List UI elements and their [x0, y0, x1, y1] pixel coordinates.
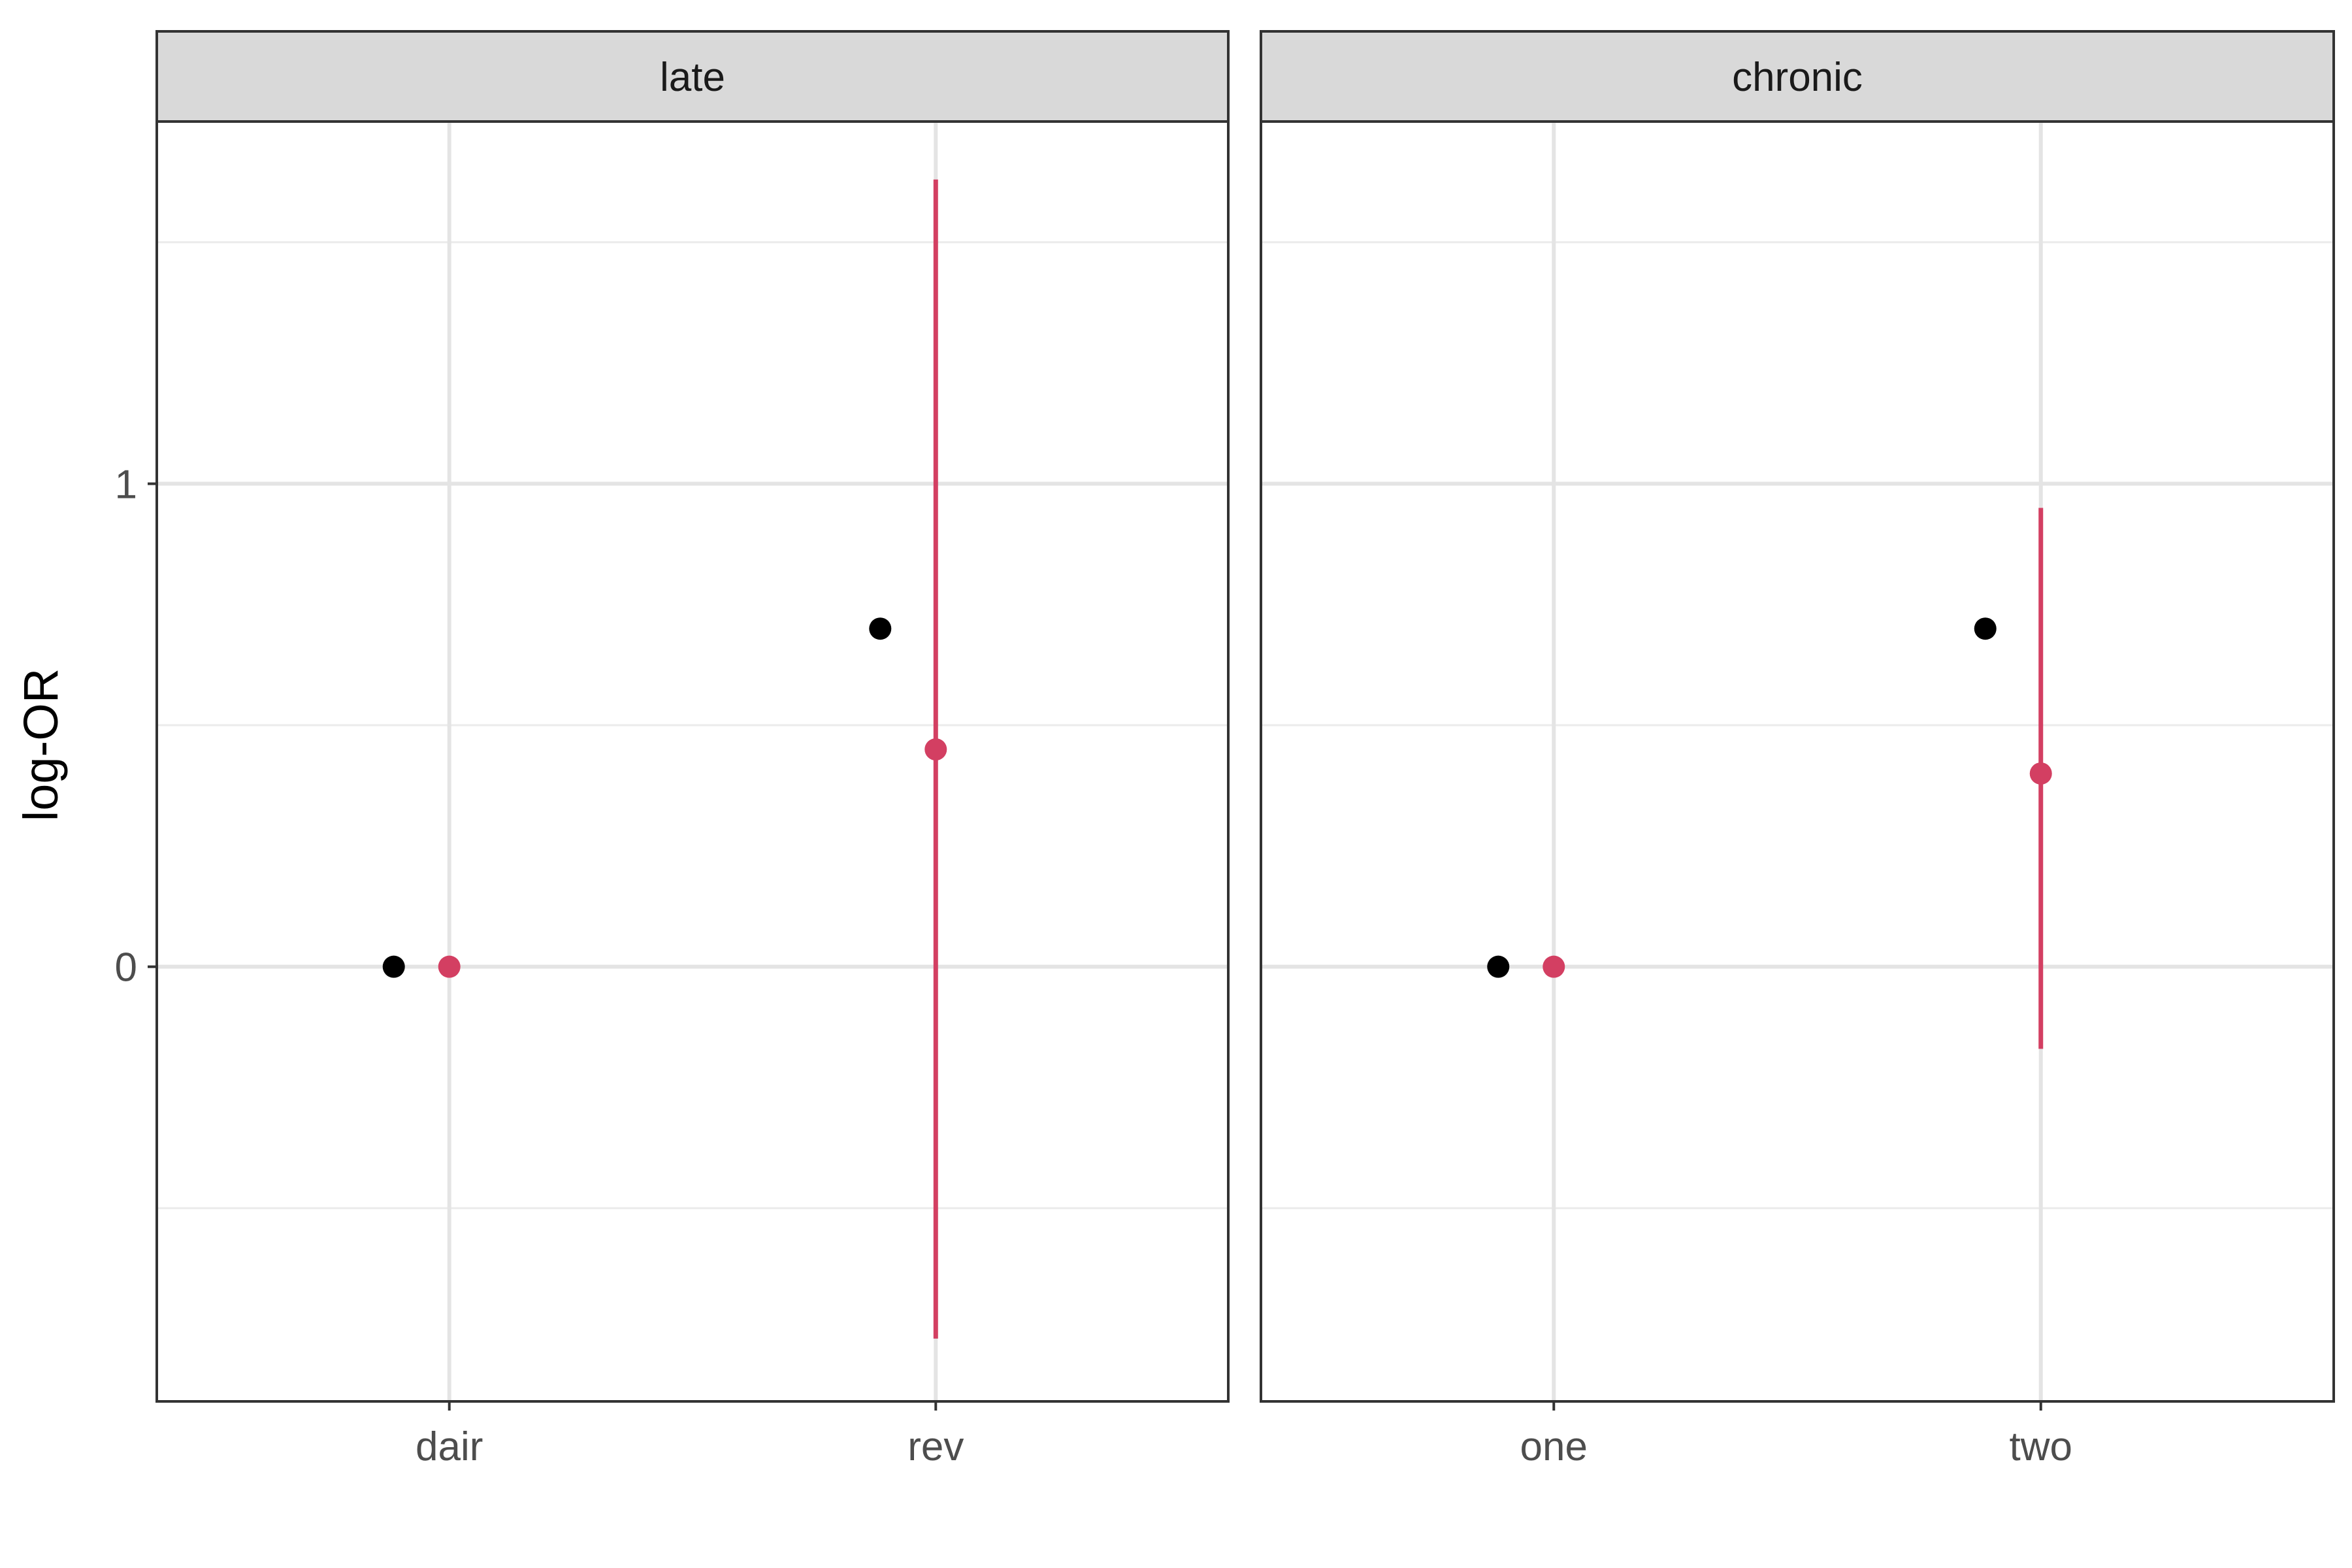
y-axis-title: log-OR — [14, 668, 68, 821]
data-point — [869, 617, 892, 640]
data-point — [924, 738, 947, 761]
y-tick-label: 0 — [115, 945, 137, 990]
panel-chronic: chronic one two — [1260, 30, 2335, 1469]
x-tick-label: dair — [416, 1424, 483, 1469]
data-point — [382, 955, 405, 978]
panel-late: late dair rev 0 1 — [115, 30, 1230, 1469]
data-point — [1543, 955, 1565, 978]
x-tick-label: rev — [907, 1424, 964, 1469]
y-tick-label: 1 — [115, 462, 137, 507]
data-point — [1974, 617, 1997, 640]
strip-late — [155, 30, 1230, 123]
data-point — [438, 955, 461, 978]
panel-border — [155, 120, 1230, 1403]
data-point — [2029, 762, 2052, 785]
plot-background — [1261, 122, 2334, 1401]
plot-background — [157, 122, 1228, 1401]
panel-border — [1260, 120, 2335, 1403]
strip-label: late — [660, 55, 725, 100]
x-tick-label: two — [2009, 1424, 2072, 1469]
data-point — [1487, 955, 1510, 978]
x-tick-label: one — [1520, 1424, 1588, 1469]
strip-label: chronic — [1732, 55, 1863, 100]
